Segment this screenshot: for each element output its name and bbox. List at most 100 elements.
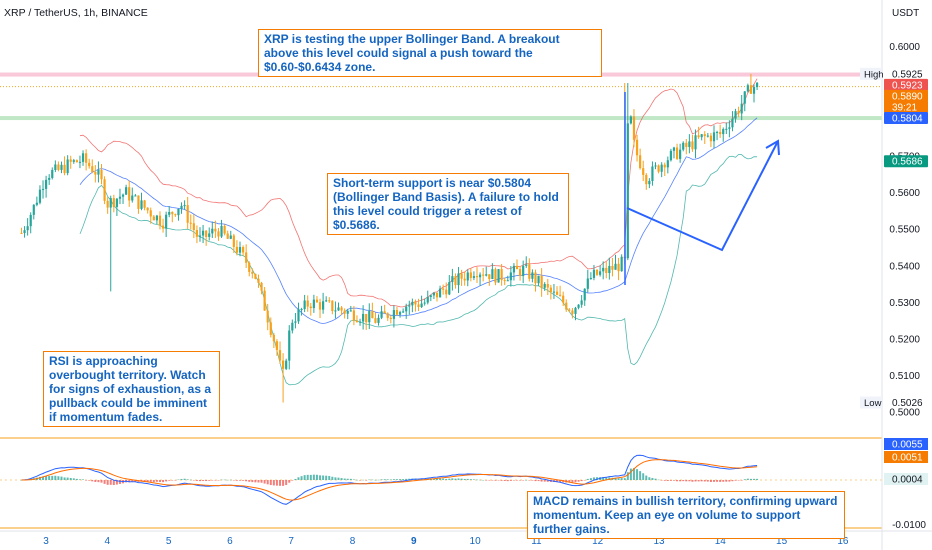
price-axis: 0.60000.57000.56000.55000.54000.53000.52…: [860, 0, 932, 550]
candle-body: [534, 272, 537, 284]
candle-body: [248, 262, 251, 272]
candle-body: [263, 290, 266, 311]
candle-body: [463, 278, 466, 281]
macd-histogram-bar: [48, 476, 51, 480]
candle-body: [266, 310, 269, 323]
macd-histogram-bar: [180, 479, 183, 480]
macd-histogram-bar: [712, 480, 715, 482]
candle-body: [540, 275, 543, 288]
candle-body: [734, 111, 737, 119]
candle-body: [485, 274, 488, 276]
macd-histogram-bar: [257, 480, 260, 483]
candle-body: [155, 215, 159, 221]
candle-body: [45, 179, 48, 189]
macd-histogram-bar: [392, 479, 395, 480]
macd-histogram-bar: [220, 479, 223, 481]
macd-histogram-bar: [716, 480, 719, 482]
macd-histogram-bar: [217, 480, 220, 481]
time-tick-label: 12: [592, 536, 604, 547]
macd-marker-value: 0.0055: [892, 440, 923, 451]
candle-body: [731, 118, 734, 128]
candle-body: [198, 235, 202, 237]
macd-histogram-bar: [69, 477, 72, 480]
price-marker-label: Low: [864, 398, 882, 409]
macd-histogram-bar: [574, 480, 577, 483]
candle-body: [589, 277, 592, 279]
candle-body: [605, 267, 608, 274]
currency-unit: USDT: [892, 8, 920, 19]
candle-body: [475, 276, 479, 278]
macd-histogram-bar: [359, 480, 362, 481]
candle-body: [177, 208, 180, 216]
macd-histogram-bar: [568, 480, 571, 483]
candle-body: [334, 310, 337, 312]
candle-body: [626, 123, 629, 259]
candle-body: [611, 265, 614, 270]
macd-histogram-bar: [728, 480, 731, 482]
candle-body: [651, 166, 654, 181]
candle-body: [66, 159, 69, 174]
candle-body: [411, 301, 414, 306]
price-marker-value: 0.5890: [892, 91, 923, 102]
macd-histogram-bar: [731, 480, 734, 482]
macd-histogram-bar: [605, 477, 608, 480]
time-tick-label: 16: [837, 536, 849, 547]
candle-body: [663, 164, 666, 168]
macd-histogram-bar: [666, 480, 669, 481]
candle-body: [201, 230, 205, 236]
candle-body: [211, 228, 214, 234]
macd-marker-green: [884, 473, 928, 485]
macd-histogram-bar: [377, 479, 380, 481]
macd-histogram-bar: [556, 480, 559, 483]
macd-histogram-bar: [522, 480, 525, 481]
annotation-top[interactable]: XRP is testing the upper Bollinger Band.…: [258, 29, 602, 77]
macd-histogram-bar: [226, 479, 229, 481]
macd-histogram-bar: [288, 480, 291, 483]
candle-body: [746, 85, 749, 92]
macd-histogram-bar: [559, 480, 562, 483]
macd-histogram-bar: [229, 479, 232, 481]
annotation-rsi[interactable]: RSI is approaching overbought territory.…: [43, 351, 220, 427]
macd-histogram-bar: [297, 477, 300, 480]
candle-body: [743, 91, 746, 104]
candle-body: [562, 295, 565, 303]
candle-body: [125, 187, 128, 195]
time-tick-label: 4: [105, 536, 111, 547]
candle-body: [737, 111, 740, 114]
price-tick-label: 0.5100: [889, 371, 920, 382]
annotation-support[interactable]: Short-term support is near $0.5804 (Boll…: [327, 173, 569, 235]
candle-body: [715, 131, 719, 133]
macd-histogram-bar: [211, 480, 214, 481]
macd-histogram-bar: [488, 480, 491, 481]
macd-line: [21, 454, 758, 505]
macd-histogram-bar: [94, 480, 97, 482]
macd-histogram-bar: [405, 478, 408, 480]
candle-body: [478, 274, 482, 278]
macd-histogram-bar: [694, 480, 697, 482]
candle-body: [275, 341, 279, 351]
candle-body: [20, 232, 23, 234]
macd-histogram-bar: [623, 478, 626, 480]
macd-histogram-bar: [374, 479, 377, 481]
macd-histogram-bar: [749, 478, 752, 480]
candle-body: [355, 321, 359, 323]
macd-histogram-bar: [636, 469, 639, 480]
macd-histogram-bar: [445, 478, 448, 480]
macd-histogram-bar: [651, 477, 654, 480]
macd-histogram-bar: [131, 480, 134, 482]
annotation-macd[interactable]: MACD remains in bullish territory, confi…: [527, 491, 845, 539]
macd-histogram-bar: [312, 474, 315, 480]
price-marker-blue: [884, 112, 928, 125]
candle-body: [97, 169, 100, 175]
macd-histogram-bar: [337, 477, 340, 480]
macd-histogram-bar: [279, 480, 282, 486]
candle-body: [679, 149, 682, 159]
macd-histogram-bar: [543, 480, 546, 482]
candle-body: [383, 311, 386, 314]
candle-body: [543, 284, 546, 288]
macd-histogram-bar: [168, 480, 171, 481]
candle-body: [54, 164, 57, 170]
macd-histogram-bar: [756, 478, 759, 480]
candle-body: [482, 274, 485, 276]
